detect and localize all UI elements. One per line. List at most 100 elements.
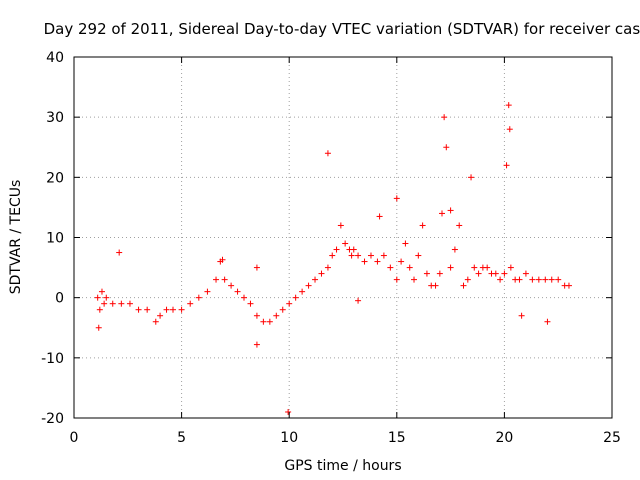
data-point — [438, 210, 445, 217]
data-point — [447, 264, 454, 271]
data-point — [144, 306, 151, 313]
data-point — [419, 222, 426, 229]
data-point — [152, 318, 159, 325]
data-point — [518, 312, 525, 319]
data-point — [565, 282, 572, 289]
data-point — [460, 282, 467, 289]
data-point — [497, 276, 504, 283]
data-point — [411, 276, 418, 283]
data-point — [292, 294, 299, 301]
data-point — [415, 252, 422, 259]
data-point — [253, 312, 260, 319]
y-tick-label: 20 — [46, 170, 64, 186]
data-point — [464, 276, 471, 283]
data-point — [475, 270, 482, 277]
data-point — [96, 306, 103, 313]
data-point — [337, 222, 344, 229]
data-point — [204, 288, 211, 295]
data-point — [241, 294, 248, 301]
y-tick-label: 0 — [55, 291, 64, 307]
data-point — [535, 276, 542, 283]
data-point — [94, 294, 101, 301]
x-tick-label: 20 — [495, 430, 513, 446]
data-point — [342, 240, 349, 247]
data-points — [94, 102, 572, 415]
data-point — [219, 256, 226, 263]
data-point — [516, 276, 523, 283]
data-point — [423, 270, 430, 277]
data-point — [299, 288, 306, 295]
data-point — [376, 213, 383, 220]
data-point — [548, 276, 555, 283]
data-point — [273, 312, 280, 319]
data-point — [393, 276, 400, 283]
data-point — [234, 288, 241, 295]
x-tick-label: 0 — [70, 430, 79, 446]
grid-lines — [74, 57, 612, 418]
data-point — [436, 270, 443, 277]
data-point — [522, 270, 529, 277]
data-point — [163, 306, 170, 313]
data-point — [260, 318, 267, 325]
data-point — [253, 341, 260, 348]
data-point — [266, 318, 273, 325]
data-point — [505, 102, 512, 109]
data-point — [213, 276, 220, 283]
data-point — [135, 306, 142, 313]
data-point — [247, 300, 254, 307]
data-point — [305, 282, 312, 289]
data-point — [507, 264, 514, 271]
data-point — [101, 300, 108, 307]
x-tick-label: 5 — [177, 430, 186, 446]
data-point — [103, 294, 110, 301]
data-point — [279, 306, 286, 313]
data-point — [456, 222, 463, 229]
data-point — [333, 246, 340, 253]
data-point — [157, 312, 164, 319]
chart-title: Day 292 of 2011, Sidereal Day-to-day VTE… — [44, 20, 640, 38]
y-tick-label: 10 — [46, 231, 64, 247]
y-tick-label: -10 — [41, 351, 64, 367]
data-point — [387, 264, 394, 271]
y-tick-label: 40 — [46, 50, 64, 66]
data-point — [367, 252, 374, 259]
axis-ticks: 0 5 10 15 20 25 -20 -10 0 10 20 30 40 — [41, 50, 621, 446]
data-point — [374, 258, 381, 265]
data-point — [468, 174, 475, 181]
data-point — [529, 276, 536, 283]
y-tick-label: -20 — [41, 411, 64, 427]
data-point — [126, 300, 133, 307]
y-axis-label: SDTVAR / TECUs — [8, 180, 24, 295]
data-point — [355, 252, 362, 259]
data-point — [503, 162, 510, 169]
data-point — [447, 207, 454, 214]
data-point — [221, 276, 228, 283]
data-point — [118, 300, 125, 307]
data-point — [285, 408, 292, 415]
data-point — [484, 264, 491, 271]
data-point — [109, 300, 116, 307]
data-point — [451, 246, 458, 253]
data-point — [501, 270, 508, 277]
data-point — [95, 324, 102, 331]
y-tick-label: 30 — [46, 110, 64, 126]
data-point — [348, 252, 355, 259]
data-point — [350, 246, 357, 253]
data-point — [361, 258, 368, 265]
data-point — [253, 264, 260, 271]
data-point — [178, 306, 185, 313]
data-point — [544, 318, 551, 325]
data-point — [506, 126, 513, 133]
x-axis-label: GPS time / hours — [284, 458, 401, 474]
data-point — [312, 276, 319, 283]
data-point — [324, 264, 331, 271]
data-point — [318, 270, 325, 277]
x-tick-label: 25 — [603, 430, 621, 446]
data-point — [228, 282, 235, 289]
data-point — [355, 297, 362, 304]
data-point — [324, 150, 331, 157]
data-point — [393, 195, 400, 202]
data-point — [187, 300, 194, 307]
data-point — [542, 276, 549, 283]
